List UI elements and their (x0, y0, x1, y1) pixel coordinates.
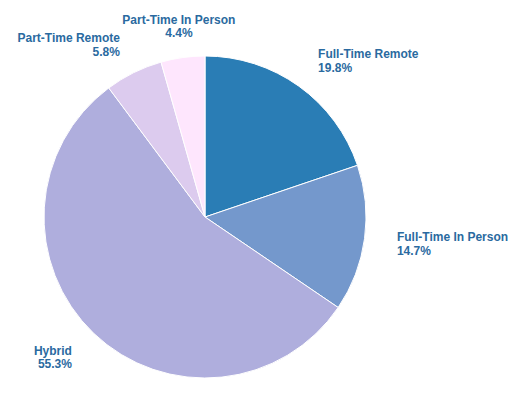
svg-text:Full-Time In Person14.7%: Full-Time In Person14.7% (397, 230, 508, 258)
svg-text:Full-Time Remote19.8%: Full-Time Remote19.8% (318, 47, 419, 75)
svg-text:Hybrid55.3%: Hybrid55.3% (34, 344, 72, 372)
svg-text:Part-Time In Person4.4%: Part-Time In Person4.4% (122, 13, 235, 41)
svg-text:Part-Time Remote5.8%: Part-Time Remote5.8% (17, 31, 120, 59)
